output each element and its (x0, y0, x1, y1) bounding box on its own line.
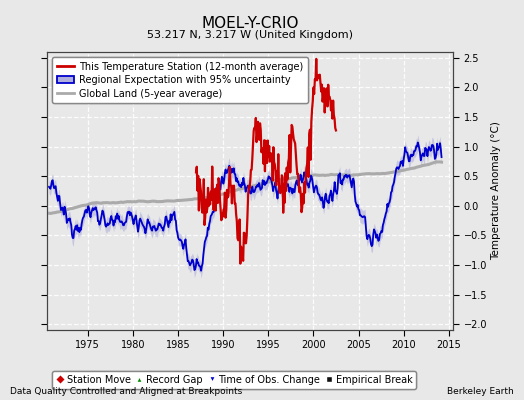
Text: Data Quality Controlled and Aligned at Breakpoints: Data Quality Controlled and Aligned at B… (10, 387, 243, 396)
Text: Berkeley Earth: Berkeley Earth (447, 387, 514, 396)
Legend: Station Move, Record Gap, Time of Obs. Change, Empirical Break: Station Move, Record Gap, Time of Obs. C… (52, 371, 417, 389)
Text: MOEL-Y-CRIO: MOEL-Y-CRIO (201, 16, 299, 31)
Y-axis label: Temperature Anomaly (°C): Temperature Anomaly (°C) (492, 122, 501, 260)
Text: 53.217 N, 3.217 W (United Kingdom): 53.217 N, 3.217 W (United Kingdom) (147, 30, 353, 40)
